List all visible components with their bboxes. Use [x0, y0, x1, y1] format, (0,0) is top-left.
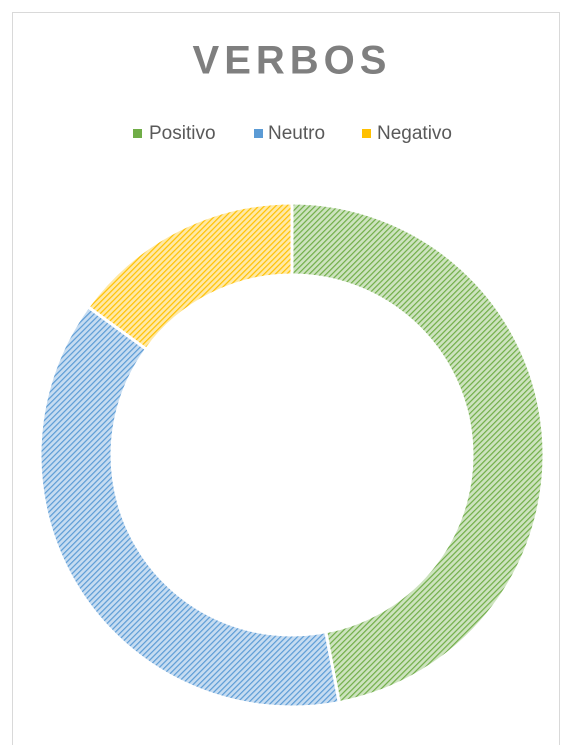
legend-label: Negativo [377, 123, 452, 144]
legend-marker [362, 129, 371, 138]
legend-marker [133, 129, 142, 138]
donut-segment [290, 201, 546, 705]
legend-label: Positivo [149, 123, 216, 144]
legend-label: Neutro [268, 123, 325, 144]
chart-title: VERBOS [193, 39, 392, 83]
donut-segment [38, 304, 341, 709]
donut-segment [86, 201, 294, 352]
legend-marker [254, 129, 263, 138]
